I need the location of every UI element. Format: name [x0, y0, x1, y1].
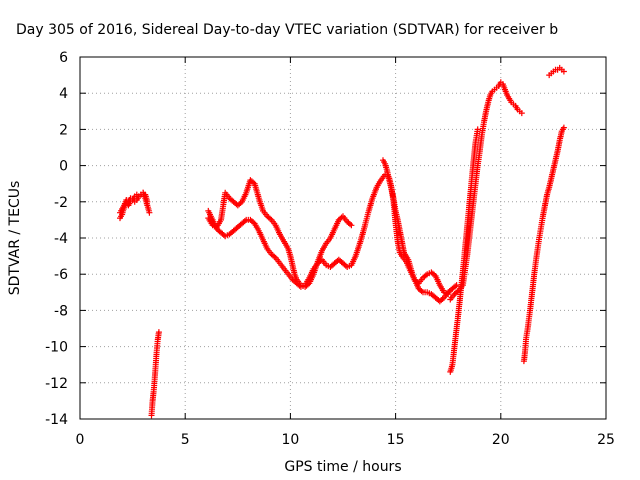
data-point	[560, 124, 567, 131]
data-point	[144, 198, 151, 205]
data-point	[518, 110, 525, 117]
y-tick-label: -12	[45, 376, 68, 392]
grid	[80, 57, 606, 419]
x-tick-label: 15	[387, 432, 405, 448]
y-tick-label: -8	[54, 303, 68, 319]
x-tick-label: 20	[492, 432, 510, 448]
data-point	[445, 291, 452, 298]
chart-title: Day 305 of 2016, Sidereal Day-to-day VTE…	[16, 22, 558, 38]
y-tick-label: -6	[54, 267, 68, 283]
x-tick-label: 25	[597, 432, 615, 448]
y-axis-label: SDTVAR / TECUs	[7, 181, 23, 296]
axis-ticks: 0 5 10 15 20 25 -14 -12 -10 -8 -6 -4 -2 0 2 4 6	[45, 50, 615, 448]
x-tick-label: 10	[281, 432, 299, 448]
y-tick-label: -4	[54, 231, 68, 247]
y-tick-label: 0	[59, 159, 68, 175]
x-tick-label: 5	[181, 432, 190, 448]
data-point	[146, 209, 153, 216]
y-tick-label: -2	[54, 195, 68, 211]
y-tick-label: 2	[59, 122, 68, 138]
data-points	[117, 64, 567, 419]
data-point	[348, 222, 355, 229]
y-tick-label: -14	[45, 412, 68, 428]
data-point	[474, 126, 481, 133]
y-tick-label: -10	[45, 340, 68, 356]
data-point	[560, 68, 567, 75]
y-tick-label: 6	[59, 50, 68, 66]
data-point	[155, 329, 162, 336]
plot-frame	[79, 56, 607, 420]
y-tick-label: 4	[59, 86, 68, 102]
x-axis-label: GPS time / hours	[284, 459, 401, 475]
x-tick-label: 0	[76, 432, 85, 448]
